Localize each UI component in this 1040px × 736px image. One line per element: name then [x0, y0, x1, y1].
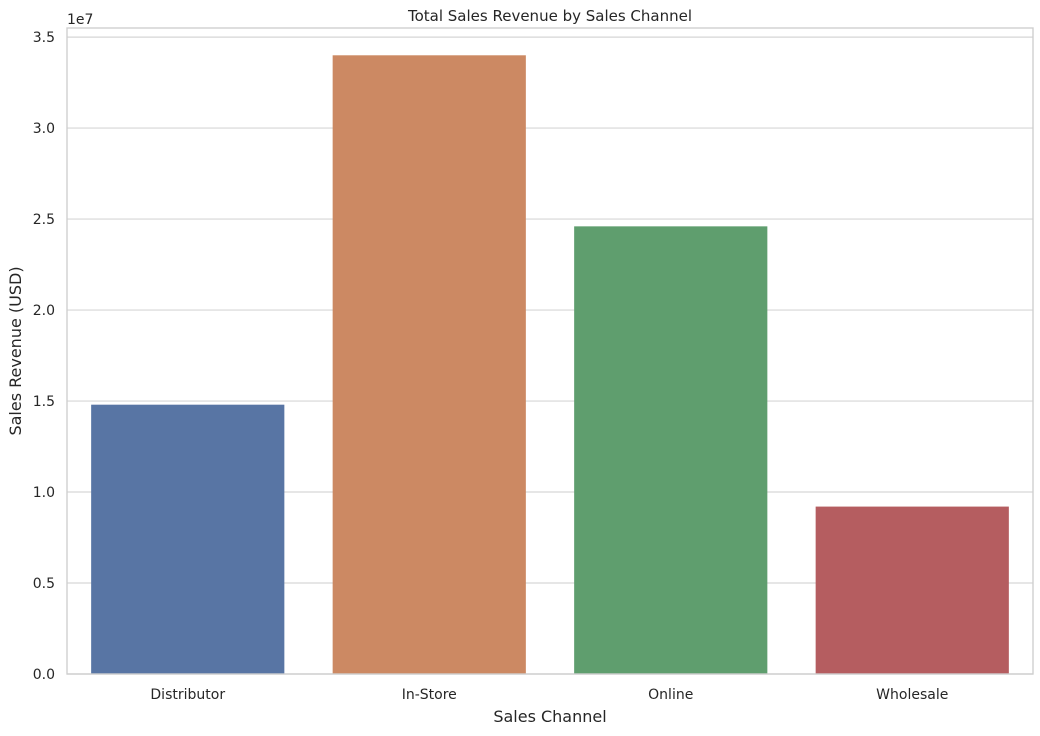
y-tick-label: 2.0 — [33, 303, 55, 319]
chart-title: Total Sales Revenue by Sales Channel — [407, 7, 692, 25]
y-tick-label: 1.0 — [33, 485, 55, 501]
y-axis-offset-label: 1e7 — [67, 12, 93, 28]
x-axis-label: Sales Channel — [493, 707, 606, 726]
bar-in-store — [332, 55, 526, 674]
x-tick-labels: Distributor In-Store Online Wholesale — [150, 687, 948, 703]
bar-distributor — [91, 404, 285, 674]
y-axis-label: Sales Revenue (USD) — [6, 266, 25, 435]
bars — [91, 55, 1009, 674]
y-tick-label: 3.5 — [33, 30, 55, 46]
x-tick-label: Distributor — [150, 687, 225, 703]
bar-wholesale — [815, 506, 1009, 674]
plot-frame — [66, 27, 1034, 675]
y-tick-label: 2.5 — [33, 212, 55, 228]
y-tick-label: 1.5 — [33, 394, 55, 410]
x-tick-label: Wholesale — [876, 687, 948, 703]
y-tick-labels: 0.0 0.5 1.0 1.5 2.0 2.5 3.0 3.5 — [33, 30, 55, 683]
x-tick-label: Online — [648, 687, 693, 703]
y-tick-label: 3.0 — [33, 121, 55, 137]
x-tick-label: In-Store — [402, 687, 457, 703]
bar-online — [574, 226, 768, 674]
y-tick-label: 0.5 — [33, 576, 55, 592]
y-tick-label: 0.0 — [33, 667, 55, 683]
